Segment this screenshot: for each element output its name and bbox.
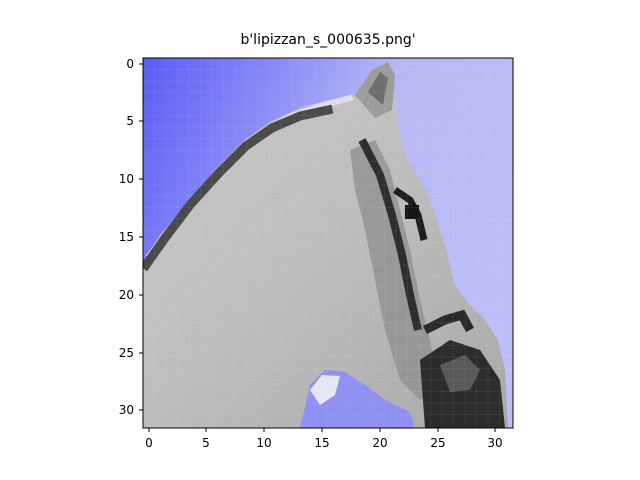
figure-title: b'lipizzan_s_000635.png' [240, 32, 416, 48]
face-shadow [350, 140, 440, 400]
bridle-cheek [422, 309, 474, 335]
y-tick-label: 20 [119, 288, 134, 302]
y-tick-label: 0 [126, 57, 134, 71]
eye [405, 205, 419, 219]
x-tick-label: 5 [202, 436, 210, 450]
bridle-strap [358, 138, 422, 331]
x-tick-label: 30 [487, 436, 502, 450]
axes-frame [142, 57, 514, 429]
y-axis: 0 5 10 15 20 25 30 [119, 57, 143, 417]
jaw-gap-highlight [310, 375, 340, 405]
x-axis: 0 5 10 15 20 25 30 [145, 428, 503, 450]
pixel-image [143, 58, 513, 428]
ear-inner [368, 72, 388, 105]
x-tick-label: 10 [256, 436, 271, 450]
x-tick-label: 0 [145, 436, 153, 450]
muzzle-highlight [440, 355, 480, 392]
neck-outline [143, 104, 334, 272]
y-tick-label: 15 [119, 230, 134, 244]
y-tick-label: 10 [119, 172, 134, 186]
x-tick-label: 15 [314, 436, 329, 450]
x-tick-label: 25 [430, 436, 445, 450]
pixel-grid [143, 58, 513, 428]
y-tick-label: 30 [119, 403, 134, 417]
y-tick-label: 5 [126, 114, 134, 128]
x-tick-label: 20 [372, 436, 387, 450]
y-tick-label: 25 [119, 346, 134, 360]
